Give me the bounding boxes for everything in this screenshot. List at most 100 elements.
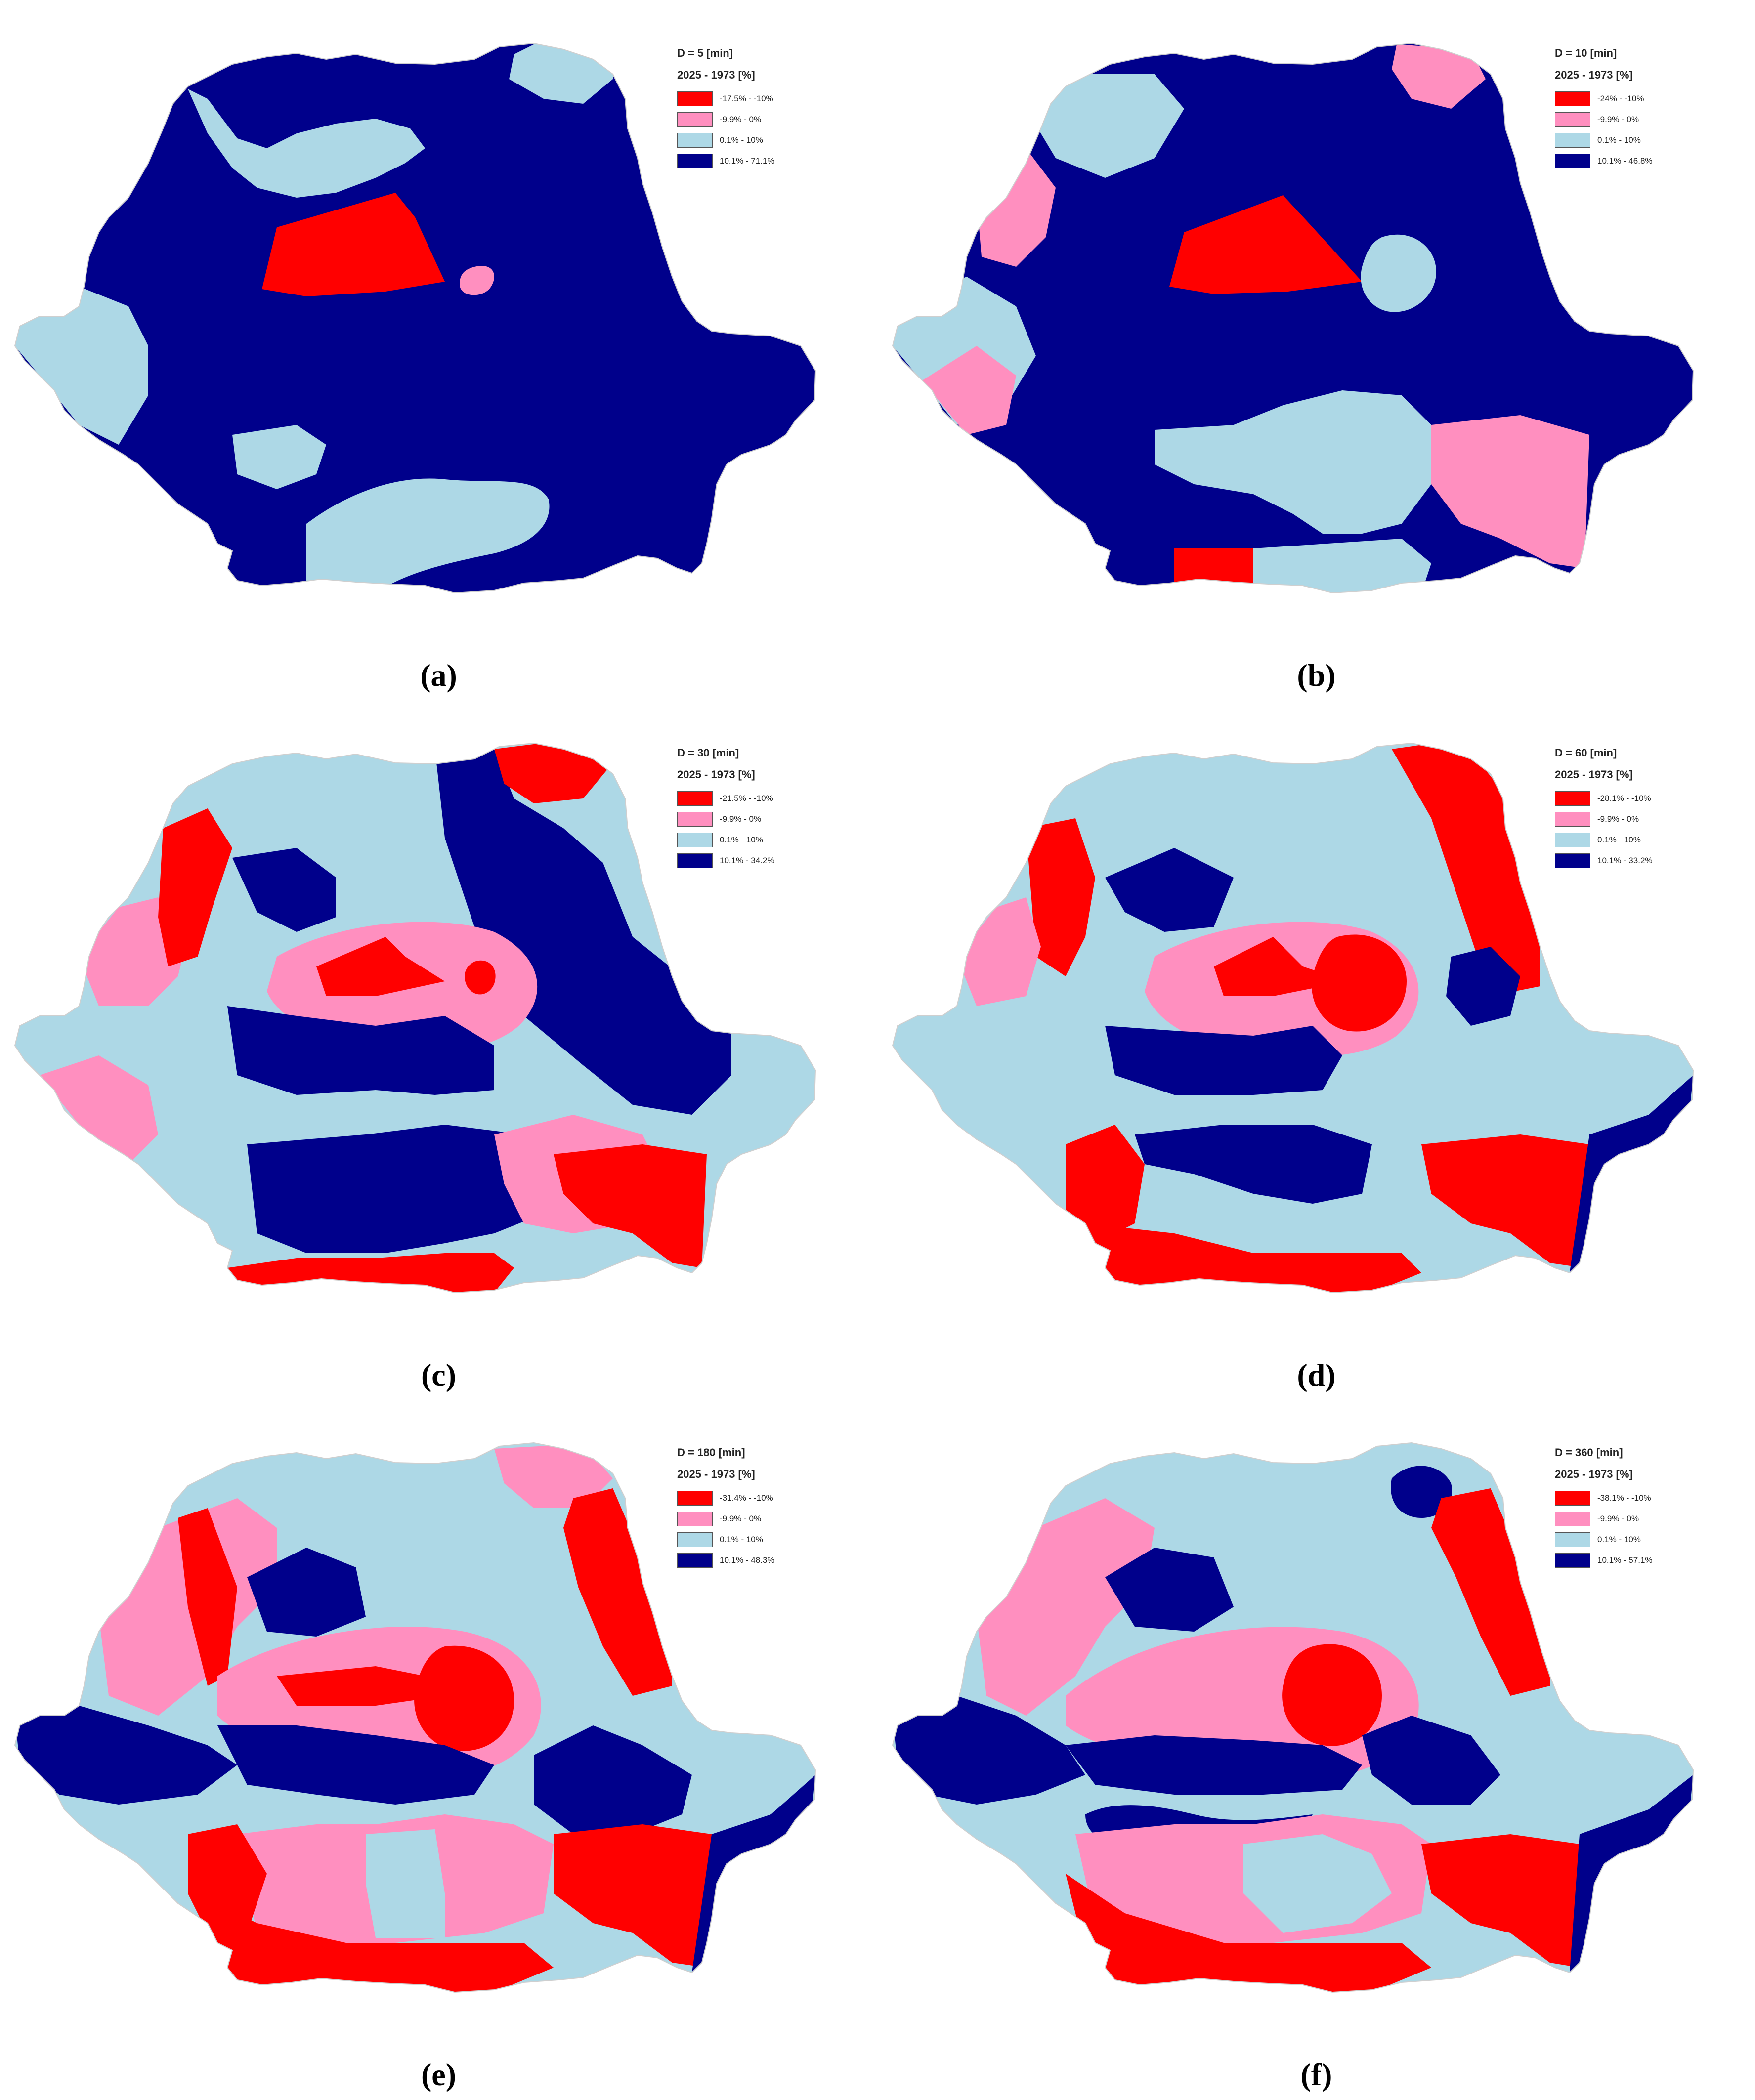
legend-swatch-navy <box>677 154 713 168</box>
zone-navy-north <box>435 749 731 1115</box>
legend-duration: D = 360 [min] <box>1555 1446 1623 1459</box>
zone-red-southeast <box>554 1824 712 1968</box>
legend-swatch-light-blue <box>677 133 713 148</box>
zone-red-northwest <box>178 1508 237 1686</box>
panel-caption: (c) <box>421 1357 457 1392</box>
legend-label: -28.1% - -10% <box>1597 794 1651 803</box>
zone-red-center-ring <box>1282 1644 1382 1746</box>
legend: D = 180 [min] 2025 - 1973 [%] -31.4% - -… <box>677 1446 855 1573</box>
zone-light-blue-south <box>1155 390 1431 534</box>
romania-map-f <box>892 1442 1694 1993</box>
legend: D = 30 [min] 2025 - 1973 [%] -21.5% - -1… <box>677 747 855 873</box>
legend-label: 0.1% - 10% <box>1597 135 1641 145</box>
zone-red-south <box>1066 1874 1431 1992</box>
map-panel-d: D = 60 [min] 2025 - 1973 [%] -28.1% - -1… <box>878 700 1755 1399</box>
map-panel-c: D = 30 [min] 2025 - 1973 [%] -21.5% - -1… <box>0 700 877 1399</box>
legend: D = 5 [min] 2025 - 1973 [%] -17.5% - -10… <box>677 47 855 173</box>
legend-label: 10.1% - 34.2% <box>720 856 775 865</box>
legend-label: 10.1% - 57.1% <box>1597 1555 1653 1565</box>
zone-navy-south <box>247 1125 554 1253</box>
legend-swatch-red <box>677 1491 713 1506</box>
legend-label: -31.4% - -10% <box>720 1493 773 1503</box>
zone-red-northwest <box>1026 818 1095 976</box>
legend-swatch-light-blue <box>677 833 713 847</box>
legend-swatch-navy <box>677 853 713 868</box>
romania-map-c <box>14 743 816 1293</box>
legend-row: -9.9% - 0% <box>1555 811 1733 828</box>
zone-red-center-ring <box>414 1645 514 1751</box>
legend-swatch-red <box>677 791 713 806</box>
zone-navy-east <box>534 1725 692 1834</box>
legend-row: 10.1% - 57.1% <box>1555 1552 1733 1569</box>
legend-swatch-navy <box>1555 154 1590 168</box>
legend: D = 60 [min] 2025 - 1973 [%] -28.1% - -1… <box>1555 747 1733 873</box>
legend-row: -21.5% - -10% <box>677 790 855 807</box>
legend-row: 10.1% - 71.1% <box>677 153 855 169</box>
legend-swatch-pink <box>677 112 713 127</box>
zone-navy-center <box>227 1006 494 1095</box>
zone-light-blue-north <box>188 89 425 198</box>
zone-light-blue-southwest <box>232 425 326 489</box>
legend-label: -9.9% - 0% <box>720 115 762 124</box>
legend-swatch-pink <box>677 812 713 827</box>
legend-row: -9.9% - 0% <box>1555 1511 1733 1527</box>
legend-row: 0.1% - 10% <box>1555 832 1733 848</box>
legend-row: 0.1% - 10% <box>677 1531 855 1548</box>
zone-navy-west <box>893 1696 1085 1805</box>
legend-label: 0.1% - 10% <box>1597 1535 1641 1544</box>
zone-light-blue-south <box>1243 1834 1392 1933</box>
zone-pink-west <box>40 1055 158 1164</box>
zone-pink-north <box>1392 44 1486 109</box>
legend-swatch-light-blue <box>1555 1532 1590 1547</box>
legend-swatch-light-blue <box>677 1532 713 1547</box>
legend-label: -9.9% - 0% <box>1597 1514 1639 1523</box>
zone-navy-northeast <box>1446 947 1520 1026</box>
legend-period: 2025 - 1973 [%] <box>1555 768 1633 781</box>
zone-red-south <box>198 1893 554 1992</box>
zone-red-center <box>277 1666 445 1706</box>
zone-navy-southeast <box>1570 1775 1693 1973</box>
legend-label: 10.1% - 71.1% <box>720 156 775 166</box>
zone-navy-west <box>15 1706 237 1805</box>
map-panel-e: D = 180 [min] 2025 - 1973 [%] -31.4% - -… <box>0 1399 877 2099</box>
map-panel-a: D = 5 [min] 2025 - 1973 [%] -17.5% - -10… <box>0 0 877 700</box>
legend-swatch-pink <box>677 1512 713 1526</box>
legend: D = 10 [min] 2025 - 1973 [%] -24% - -10%… <box>1555 47 1733 173</box>
legend-row: 10.1% - 34.2% <box>677 852 855 869</box>
legend-label: -24% - -10% <box>1597 94 1644 103</box>
legend-label: -9.9% - 0% <box>720 814 762 824</box>
legend-row: 10.1% - 46.8% <box>1555 153 1733 169</box>
legend-period: 2025 - 1973 [%] <box>1555 1468 1633 1480</box>
legend-swatch-red <box>1555 91 1590 106</box>
legend-row: -17.5% - -10% <box>677 90 855 107</box>
legend-row: -38.1% - -10% <box>1555 1490 1733 1507</box>
legend-row: -24% - -10% <box>1555 90 1733 107</box>
zone-light-blue-south <box>306 478 550 593</box>
zone-light-blue-west <box>15 287 148 445</box>
legend-period: 2025 - 1973 [%] <box>677 1468 755 1480</box>
zone-red-southeast <box>554 1144 707 1268</box>
legend-swatch-pink <box>1555 112 1590 127</box>
legend-duration: D = 30 [min] <box>677 747 739 759</box>
zone-red-center-ring <box>1312 934 1407 1032</box>
zone-red-northwest <box>158 808 232 966</box>
legend-label: 0.1% - 10% <box>720 1535 763 1544</box>
zone-red-southwest <box>1066 1125 1145 1243</box>
legend-swatch-light-blue <box>1555 133 1590 148</box>
zone-red-center <box>316 937 445 996</box>
zone-red-south <box>1085 1223 1421 1293</box>
zone-light-blue-northwest <box>1026 74 1184 178</box>
zone-light-blue-center-ring <box>1361 234 1436 312</box>
zone-red-southwest <box>188 1824 267 1933</box>
legend-row: -9.9% - 0% <box>677 1511 855 1527</box>
zone-navy-center <box>1105 1026 1342 1095</box>
legend-period: 2025 - 1973 [%] <box>677 768 755 781</box>
legend-row: 0.1% - 10% <box>677 832 855 848</box>
legend-swatch-red <box>1555 1491 1590 1506</box>
legend-duration: D = 10 [min] <box>1555 47 1617 59</box>
zone-red-north <box>494 743 608 803</box>
legend-label: 10.1% - 48.3% <box>720 1555 775 1565</box>
legend-swatch-red <box>1555 791 1590 806</box>
zone-pink-north <box>494 1444 613 1508</box>
zone-pink-west <box>922 346 1016 435</box>
